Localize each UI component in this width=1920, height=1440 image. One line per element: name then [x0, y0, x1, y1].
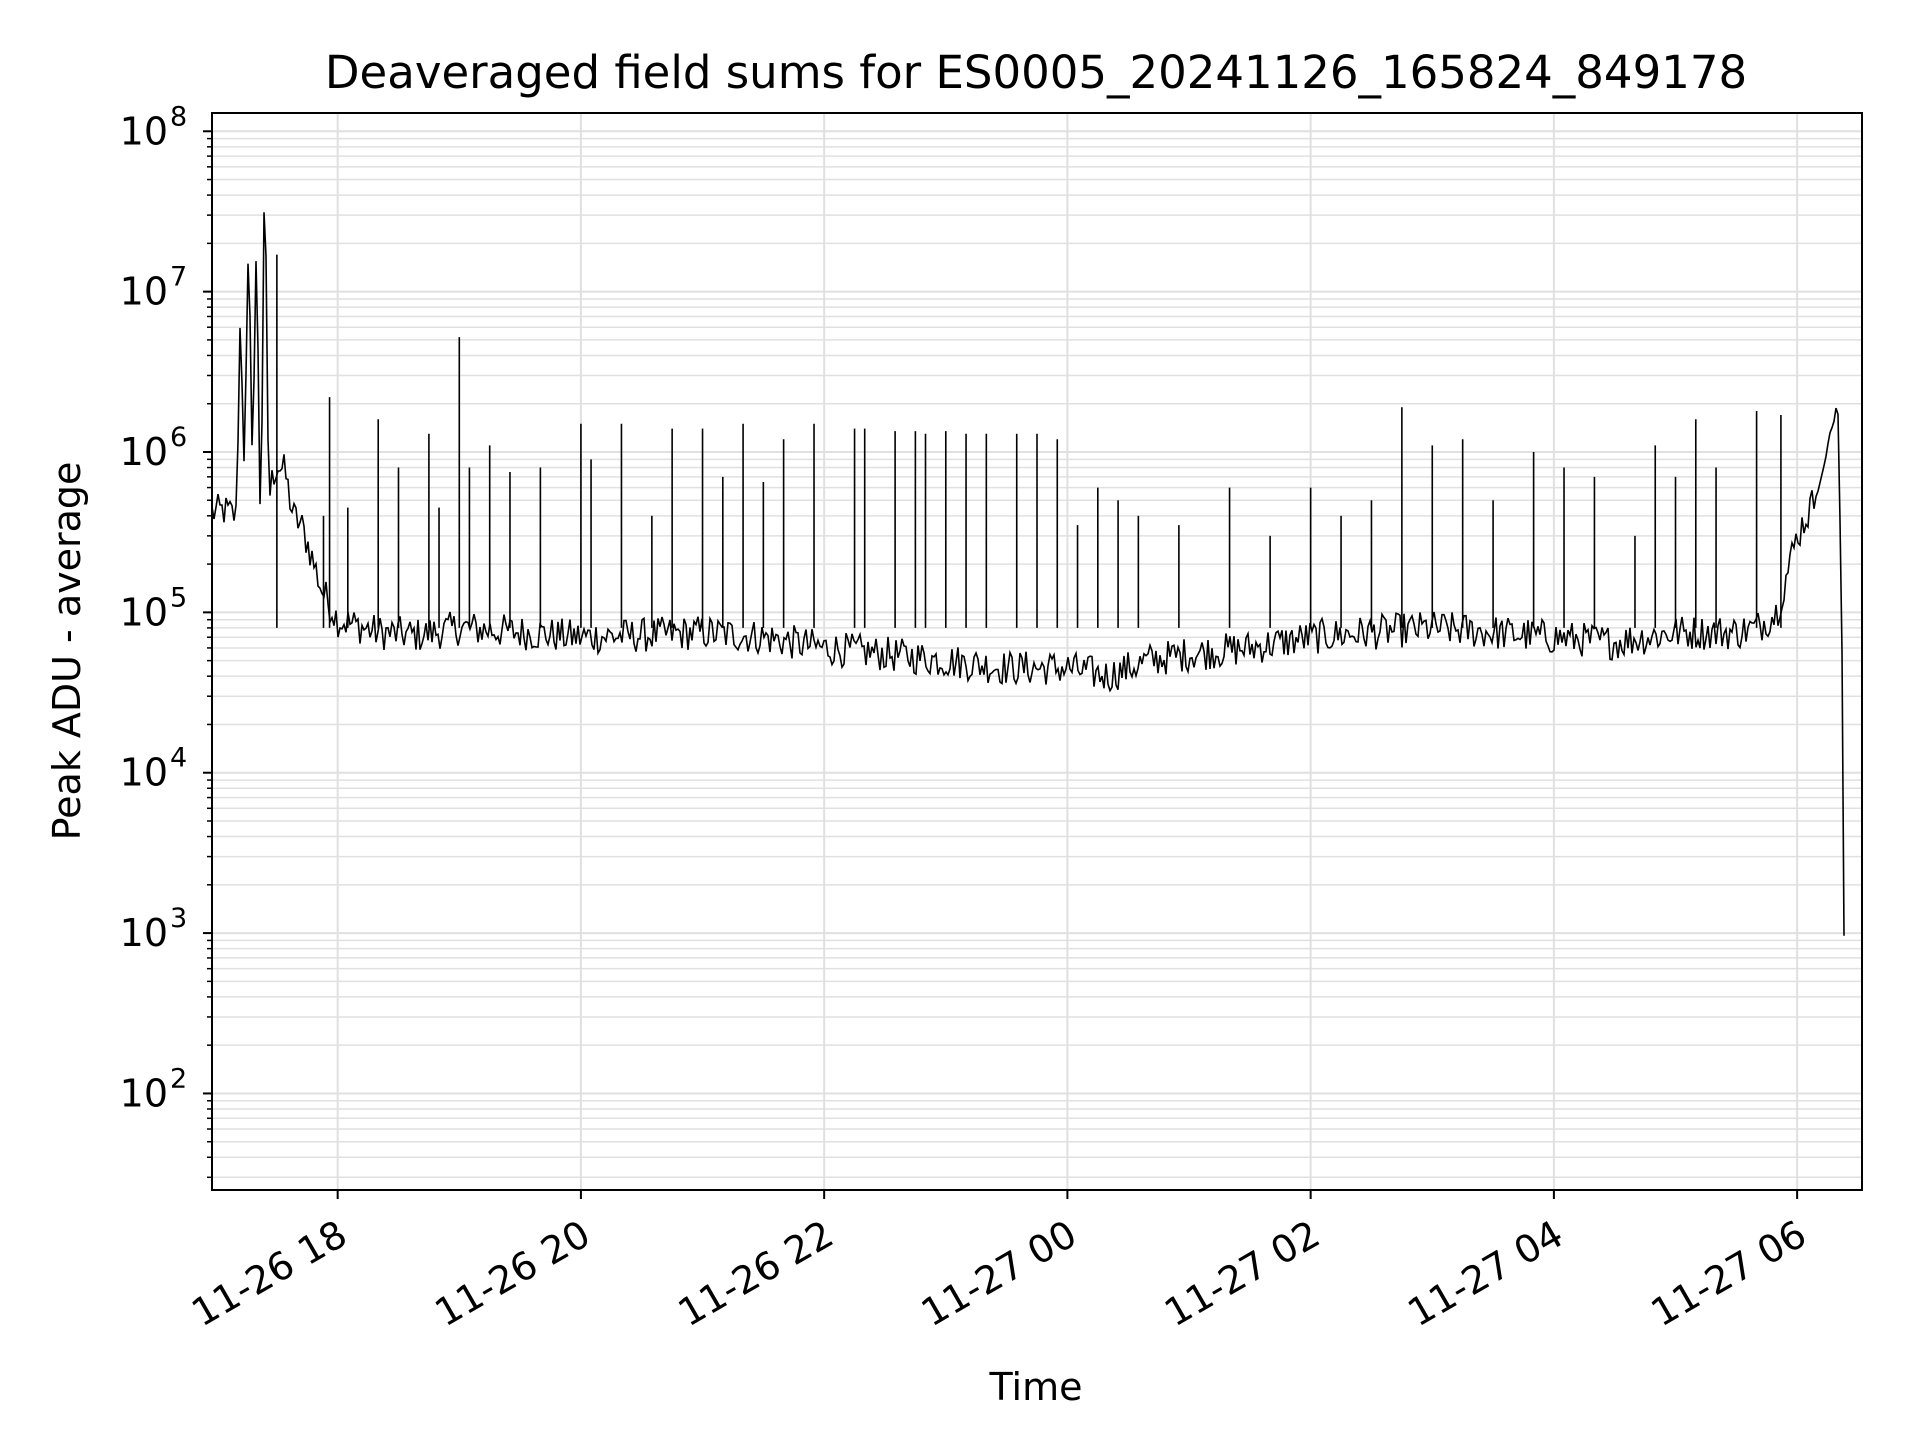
- y-tick-exponent: 7: [170, 262, 187, 293]
- series-layer: [211, 212, 1845, 936]
- y-tick-label: 10: [120, 751, 168, 795]
- y-tick-exponent: 4: [170, 743, 187, 774]
- y-tick-label: 10: [120, 109, 168, 153]
- y-tick-label: 10: [120, 911, 168, 955]
- y-tick-label: 10: [120, 590, 168, 634]
- y-axis-label: Peak ADU - average: [45, 462, 89, 841]
- grid-layer: [212, 113, 1862, 1190]
- y-tick-exponent: 5: [170, 582, 187, 613]
- y-tick-label: 10: [120, 430, 168, 474]
- y-tick-exponent: 6: [170, 422, 187, 453]
- y-tick-label: 10: [120, 270, 168, 314]
- y-tick-exponent: 3: [170, 903, 187, 934]
- x-axis-label: Time: [989, 1365, 1083, 1409]
- y-tick-exponent: 8: [170, 101, 187, 132]
- series-line: [211, 212, 1845, 936]
- plot-frame: [211, 112, 1863, 1191]
- chart-title: Deaveraged field sums for ES0005_2024112…: [325, 46, 1747, 99]
- y-tick-label: 10: [120, 1071, 168, 1115]
- y-tick-exponent: 2: [170, 1063, 187, 1094]
